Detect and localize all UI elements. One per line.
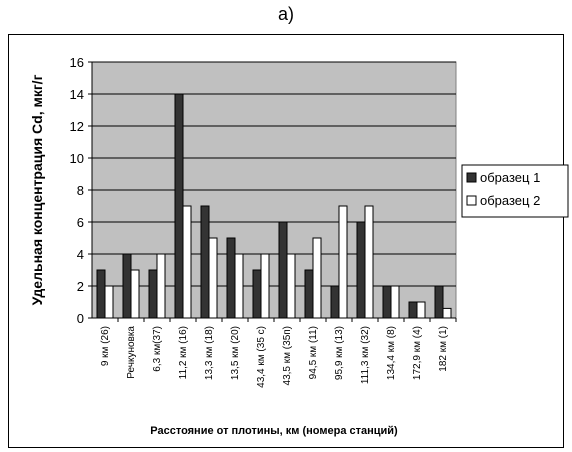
y-tick-label: 6 <box>77 215 84 230</box>
x-tick-label: 13,5 км (20) <box>230 326 241 380</box>
x-tick-label: 43,5 км (35п) <box>282 326 293 385</box>
bar-series-1 <box>226 237 236 319</box>
bar-series-1 <box>382 285 392 319</box>
bar-series-2 <box>208 237 218 319</box>
bar-series-1 <box>330 285 340 319</box>
legend: образец 1 образец 2 <box>466 170 540 208</box>
bar-series-2 <box>390 285 400 319</box>
chart-frame <box>8 34 564 448</box>
legend-swatch <box>466 172 477 183</box>
bar-series-1 <box>278 221 288 319</box>
x-tick-label: 134,4 км (8) <box>386 326 397 380</box>
bar-series-1 <box>122 253 132 319</box>
bar-series-2 <box>338 205 348 319</box>
x-tick-label: 43,4 км (35 с) <box>256 326 267 388</box>
y-tick-label: 16 <box>70 55 84 70</box>
panel-label: a) <box>277 4 294 24</box>
bar-series-1 <box>148 269 158 319</box>
bar-series-2 <box>364 205 374 319</box>
y-tick-label: 14 <box>70 87 84 102</box>
bar-series-1 <box>434 285 444 319</box>
legend-label: образец 1 <box>480 170 540 185</box>
x-axis-labels: 9 км (26) Речкуновка 6,3 км(37) 11,2 км (16… <box>100 318 457 388</box>
y-axis-ticks: 0 2 4 6 8 10 12 14 16 <box>70 55 92 326</box>
x-tick-label: 6,3 км(37) <box>152 326 163 372</box>
y-axis-title: Удельная концентрация Cd, мкг/г <box>29 74 45 305</box>
gridlines <box>92 61 456 287</box>
bar-series-2 <box>416 301 426 319</box>
x-tick-label: 94,5 км (11) <box>308 326 319 379</box>
bar-series-2 <box>182 205 192 319</box>
bar-series-2 <box>260 253 270 319</box>
y-tick-label: 12 <box>70 119 84 134</box>
bar-series-1 <box>174 93 184 319</box>
bar-series-2 <box>442 307 452 319</box>
x-tick-label: 111,3 км (32) <box>360 326 371 384</box>
bar-series-2 <box>156 253 166 319</box>
x-tick-label: 95,9 км (13) <box>334 326 345 380</box>
y-tick-label: 0 <box>77 311 84 326</box>
bar-series-2 <box>234 253 244 319</box>
x-axis-title: Расстояние от плотины, км (номера станци… <box>150 425 398 437</box>
bar-series-1 <box>252 269 262 319</box>
legend-label: образец 2 <box>480 193 540 208</box>
bars <box>96 93 452 319</box>
x-tick-label: Речкуновка <box>126 326 137 379</box>
x-tick-label: 182 км (1) <box>438 326 449 372</box>
y-tick-label: 10 <box>70 151 84 166</box>
x-tick-label: 9 км (26) <box>100 326 111 366</box>
y-tick-label: 8 <box>77 183 84 198</box>
legend-box <box>461 164 569 218</box>
bar-series-2 <box>312 237 322 319</box>
bar-series-2 <box>286 253 296 319</box>
bar-series-1 <box>200 205 210 319</box>
x-tick-label: 172,9 км (4) <box>412 326 423 380</box>
y-tick-label: 2 <box>77 279 84 294</box>
bar-series-1 <box>356 221 366 319</box>
bar-series-2 <box>104 285 114 319</box>
bar-series-1 <box>304 269 314 319</box>
x-tick-label: 11,2 км (16) <box>178 326 189 379</box>
x-tick-label: 13,3 км (18) <box>204 326 215 380</box>
y-tick-label: 4 <box>77 247 84 262</box>
bar-series-1 <box>96 269 106 319</box>
legend-swatch <box>466 195 477 206</box>
bar-series-2 <box>130 269 140 319</box>
bar-series-1 <box>408 301 418 319</box>
